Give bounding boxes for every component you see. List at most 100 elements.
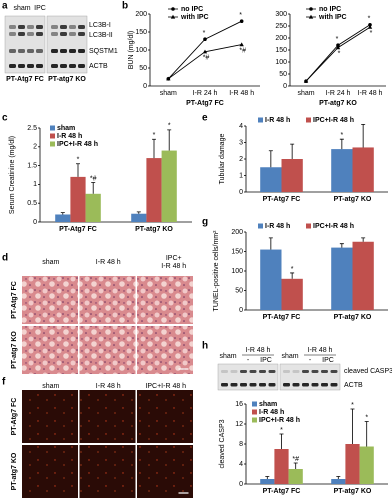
blot-band (259, 383, 266, 387)
blot-band (268, 370, 276, 373)
error-bar (290, 272, 295, 279)
panel-label: c (2, 113, 8, 124)
error-bar (167, 129, 172, 151)
blot-band (18, 32, 25, 36)
column-label: sham (281, 353, 298, 360)
blot-band (230, 370, 238, 373)
annotation: * (351, 402, 354, 409)
x-tick-label: PT-Atg7 FC (263, 196, 301, 203)
bar (345, 444, 360, 484)
error-bar (136, 211, 141, 214)
error-bar (339, 243, 344, 248)
column-label: sham (13, 5, 30, 12)
y-tick-label: 1 (239, 172, 243, 179)
error-bar (339, 138, 344, 150)
blot-band (51, 25, 58, 29)
y-axis-label: Tubular damage (219, 134, 226, 185)
blot-band (78, 64, 85, 68)
legend-label: I-R 48 h (265, 117, 290, 124)
blot-band (69, 25, 76, 29)
legend-swatch (50, 133, 55, 139)
legend-label: I-R 48 h (57, 133, 82, 140)
column-label: - (247, 357, 250, 364)
blot-band (27, 49, 34, 53)
row-label: PT-Atg7 FC (11, 281, 18, 319)
y-tick-label: 250 (275, 23, 287, 30)
blot-band (18, 49, 25, 53)
y-tick-label: 200 (275, 35, 287, 42)
annotation: * (77, 157, 80, 164)
bar (146, 158, 162, 222)
error-bar (293, 462, 298, 469)
blot-band (9, 32, 16, 36)
blot-band (283, 383, 290, 387)
blot-band (36, 32, 43, 36)
row-label: PT-Atg7 FC (11, 398, 18, 436)
y-tick-label: 0 (239, 481, 243, 488)
legend-label: with IPC (180, 14, 209, 21)
y-tick-label: 1 (33, 181, 37, 188)
column-label: I-R 48 h (246, 347, 271, 354)
blot-band (268, 383, 276, 387)
x-tick-label: I-R 24 h (193, 90, 218, 97)
y-tick-label: 0 (33, 219, 37, 226)
band-label: cleaved CASP3 (344, 368, 392, 375)
y-tick-label: 0 (283, 83, 287, 90)
blot-band (27, 32, 34, 36)
point (239, 42, 244, 47)
column-label: sham (219, 353, 236, 360)
blot-band (18, 25, 25, 29)
x-tick-label: PT-atg7 KO (334, 314, 372, 321)
error-bar (361, 123, 366, 148)
y-tick-label: 2.5 (27, 125, 37, 132)
annotation: * (168, 123, 171, 130)
image-cell (79, 326, 136, 374)
blot-band (302, 370, 309, 373)
x-tick-label: PT-Atg7 FC (59, 226, 97, 233)
x-tick-label: sham (297, 90, 314, 97)
image-cell (22, 276, 78, 324)
blot-band (249, 383, 257, 387)
column-label: I-R 48 h (96, 383, 121, 390)
error-bar (91, 182, 96, 194)
error-bar (336, 476, 341, 479)
bar (85, 193, 101, 222)
blot-band (69, 32, 76, 36)
legend-label: IPC+I-R 48 h (313, 117, 354, 124)
bar (352, 147, 374, 192)
column-label: IPC (34, 5, 46, 12)
blot-band (259, 370, 266, 373)
legend-swatch (306, 117, 311, 123)
legend-marker (171, 7, 175, 11)
panel-label: d (2, 253, 8, 264)
blot-band (9, 49, 16, 53)
y-tick-label: 100 (231, 268, 243, 275)
blot-band (240, 370, 247, 373)
legend-label: sham (259, 401, 277, 408)
legend-swatch (50, 141, 55, 147)
blot-band (249, 370, 257, 373)
legend-label: I-R 48 h (259, 409, 284, 416)
legend-label: no IPC (319, 6, 341, 13)
bar (331, 247, 353, 310)
y-axis-label: BUN (mg/dl) (128, 31, 135, 70)
point (239, 19, 244, 24)
error-bar (76, 163, 80, 177)
blot-band (311, 370, 319, 373)
column-label: IPC+ (166, 255, 182, 262)
point (203, 37, 207, 41)
row-label: PT-atg7 KO (11, 331, 18, 369)
point (368, 23, 372, 27)
blot-band (36, 49, 43, 53)
blot-band (36, 64, 43, 68)
column-label: - (309, 357, 312, 364)
column-label: sham (42, 383, 59, 390)
column-label: IPC (322, 357, 334, 364)
column-label: IPC (260, 357, 272, 364)
annotation: * (291, 266, 294, 273)
legend-swatch (252, 409, 257, 415)
band-label: ACTB (89, 63, 108, 70)
legend-marker (309, 7, 313, 11)
blot-band (51, 64, 58, 68)
